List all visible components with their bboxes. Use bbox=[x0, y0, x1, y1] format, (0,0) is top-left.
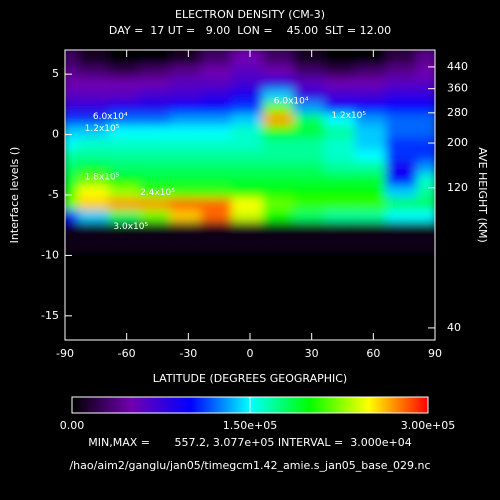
density-cell bbox=[139, 300, 176, 340]
density-cell bbox=[262, 252, 300, 307]
y-tick-label: 0 bbox=[52, 128, 59, 141]
density-cell bbox=[108, 252, 146, 307]
density-cell bbox=[416, 222, 435, 259]
density-cell bbox=[77, 252, 115, 307]
density-cell bbox=[385, 300, 423, 340]
footer: MIN,MAX = 557.2, 3.077e+05 INTERVAL = 3.… bbox=[88, 436, 412, 449]
y-tick-label: -15 bbox=[41, 309, 59, 322]
y2-tick-label: 280 bbox=[447, 106, 468, 119]
x-tick-label: -60 bbox=[118, 347, 136, 360]
x-tick-label: 30 bbox=[305, 347, 319, 360]
x-tick-label: -30 bbox=[179, 347, 197, 360]
density-cell bbox=[354, 222, 392, 259]
density-cell bbox=[77, 300, 115, 340]
y-tick-label: -5 bbox=[48, 188, 59, 201]
x-axis-label: LATITUDE (DEGREES GEOGRAPHIC) bbox=[153, 372, 347, 385]
density-cell bbox=[293, 222, 331, 259]
density-cell bbox=[169, 252, 207, 307]
density-cell bbox=[416, 300, 435, 340]
contour-label: 1.8x10⁵ bbox=[85, 172, 120, 182]
x-tick-label: 0 bbox=[247, 347, 254, 360]
density-cell bbox=[416, 252, 435, 307]
y-axis-label: Interface levels () bbox=[8, 147, 21, 244]
chart-title: ELECTRON DENSITY (CM-3) bbox=[175, 8, 325, 21]
cells bbox=[65, 50, 435, 340]
density-cell bbox=[354, 252, 392, 307]
contour-label: 1.2x10⁵ bbox=[85, 124, 120, 134]
colorbar-tick-label: 1.50e+05 bbox=[223, 419, 277, 432]
colorbar-tick-label: 0.00 bbox=[60, 419, 85, 432]
y2-tick-label: 120 bbox=[447, 181, 468, 194]
density-cell bbox=[200, 300, 238, 340]
field bbox=[65, 50, 435, 340]
y-tick-label: 5 bbox=[52, 67, 59, 80]
x-tick-label: 60 bbox=[366, 347, 380, 360]
density-cell bbox=[231, 252, 269, 307]
density-cell bbox=[324, 222, 361, 259]
x-tick-label: 90 bbox=[428, 347, 442, 360]
y2-tick-label: 440 bbox=[447, 60, 468, 73]
y2-tick-label: 200 bbox=[447, 136, 468, 149]
density-cell bbox=[262, 300, 300, 340]
density-cell bbox=[200, 252, 238, 307]
density-cell bbox=[262, 222, 300, 259]
density-cell bbox=[169, 222, 207, 259]
y2-tick-label: 360 bbox=[447, 82, 468, 95]
y-tick-label: -10 bbox=[41, 248, 59, 261]
contour-label: 2.4x10⁵ bbox=[140, 188, 175, 198]
density-cell bbox=[324, 252, 361, 307]
density-cell bbox=[200, 222, 238, 259]
contour-label: 6.0x10⁴ bbox=[93, 112, 128, 122]
density-cell bbox=[385, 222, 423, 259]
contour-label: 3.0x10⁵ bbox=[113, 222, 148, 232]
density-cell bbox=[139, 252, 176, 307]
contour-label: 6.0x10⁴ bbox=[274, 96, 309, 106]
density-cell bbox=[324, 300, 361, 340]
file-path: /hao/aim2/ganglu/jan05/timegcm1.42_amie.… bbox=[69, 459, 430, 472]
contour-label: 1.2x10⁵ bbox=[331, 111, 366, 121]
density-cell bbox=[385, 252, 423, 307]
chart-subtitle: DAY = 17 UT = 9.00 LON = 45.00 SLT = 12.… bbox=[109, 24, 391, 37]
density-cell bbox=[293, 252, 331, 307]
colorbar-tick-label: 3.00e+05 bbox=[401, 419, 455, 432]
density-cell bbox=[139, 222, 176, 259]
annotations: 6.0x10⁴ 1.2x10⁵ 1.8x10⁵ 2.4x10⁵ 3.0x10⁵ 6.0x1… bbox=[85, 96, 367, 232]
y2-tick-label: 40 bbox=[447, 321, 461, 334]
density-cell bbox=[77, 222, 115, 259]
density-cell bbox=[108, 222, 146, 259]
x-tick-label: -90 bbox=[56, 347, 74, 360]
density-cell bbox=[231, 222, 269, 259]
y2-axis-label: AVE HEIGHT (KM) bbox=[476, 147, 489, 243]
